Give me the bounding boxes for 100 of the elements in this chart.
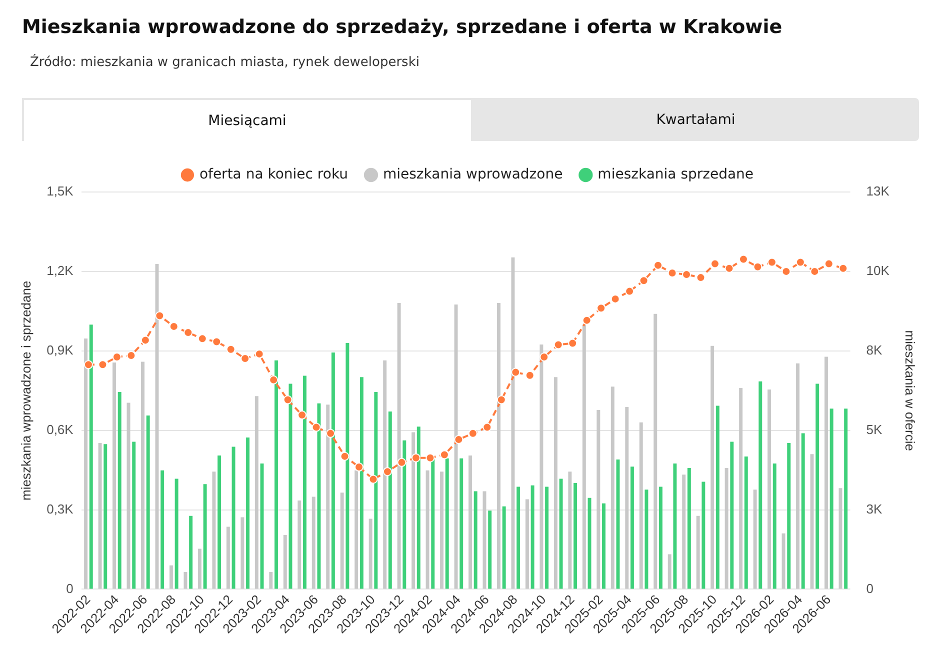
point <box>312 422 321 432</box>
point <box>525 370 534 380</box>
bar <box>226 526 230 589</box>
point <box>654 260 663 270</box>
bar <box>801 433 805 589</box>
bar <box>772 463 776 589</box>
bar <box>184 572 188 589</box>
bar <box>426 470 430 589</box>
bar <box>502 506 506 589</box>
bar <box>169 565 173 589</box>
text: Miesiącami <box>22 98 472 141</box>
chart-title: Mieszkania wprowadzone do sprzedaży, sprzedane i oferta w Krakowie <box>22 16 782 38</box>
bar <box>596 410 600 589</box>
bar <box>397 302 401 589</box>
point <box>411 453 420 462</box>
bar <box>796 363 800 589</box>
bar <box>146 416 150 589</box>
bar <box>824 356 828 589</box>
bar <box>218 456 222 589</box>
bar <box>374 392 378 589</box>
point <box>568 338 578 348</box>
point <box>426 453 435 462</box>
bar <box>283 534 287 589</box>
point <box>298 410 307 420</box>
bar <box>702 482 706 589</box>
point <box>753 262 762 272</box>
bar <box>118 392 122 589</box>
bar <box>739 388 743 589</box>
point <box>468 428 478 438</box>
bar <box>568 472 572 589</box>
bar <box>112 362 116 589</box>
bar <box>654 314 658 589</box>
bar <box>782 533 786 589</box>
point <box>140 336 150 345</box>
bar <box>758 381 762 589</box>
point <box>796 258 805 267</box>
y2-tick-label: 10K <box>866 263 890 278</box>
bar <box>431 458 435 589</box>
bar <box>269 572 273 589</box>
text: Kwartałami <box>655 110 736 130</box>
point <box>554 340 563 350</box>
point <box>198 334 207 344</box>
y2-tick-label: 0 <box>866 580 874 596</box>
bar <box>240 517 244 589</box>
point <box>625 286 634 296</box>
bar <box>545 486 549 589</box>
point <box>824 259 834 268</box>
bar <box>673 463 677 589</box>
bar <box>602 503 606 589</box>
bar <box>326 404 330 589</box>
point <box>511 368 520 377</box>
bar <box>730 442 734 589</box>
bar <box>488 510 492 589</box>
point <box>326 428 336 438</box>
bar <box>141 362 144 589</box>
point <box>126 350 136 360</box>
bar <box>582 324 586 589</box>
bar <box>89 324 93 589</box>
point <box>482 422 492 432</box>
bar <box>744 456 748 589</box>
y2-tick-label: 5K <box>866 422 882 437</box>
bar <box>440 472 444 589</box>
bar <box>625 407 629 589</box>
bar <box>511 257 515 589</box>
point <box>84 360 93 370</box>
point <box>340 452 350 461</box>
bar <box>525 499 529 589</box>
bar <box>383 360 387 589</box>
bar <box>174 478 178 589</box>
bar <box>753 490 757 589</box>
point <box>397 458 406 467</box>
bar <box>212 472 216 589</box>
bar <box>232 446 236 589</box>
y-tick-label: 0,3K <box>46 501 74 516</box>
bar <box>474 491 478 589</box>
bar <box>445 458 449 589</box>
point <box>212 337 222 346</box>
bar <box>724 468 728 589</box>
bar <box>246 437 250 589</box>
y-axis-title: mieszkania wprowadzone i sprzedane <box>18 280 34 500</box>
bar <box>340 492 344 589</box>
bar <box>388 412 392 589</box>
point <box>724 264 734 273</box>
bar <box>540 344 544 589</box>
bar <box>132 442 136 589</box>
bar <box>317 403 321 589</box>
point <box>440 450 449 460</box>
point <box>454 435 464 444</box>
point <box>582 316 592 325</box>
bar <box>554 377 558 589</box>
legend-label: oferta na koniec roku <box>199 166 348 183</box>
bar <box>574 483 578 589</box>
chart-subtitle: Źródło: mieszkania w granicach miasta, rynek deweloperski <box>30 55 420 70</box>
point <box>368 474 378 484</box>
legend-label: mieszkania wprowadzone <box>383 166 563 183</box>
y2-axis-title: mieszkania w ofercie <box>902 330 918 451</box>
bar <box>331 352 335 589</box>
bar <box>516 486 520 589</box>
point <box>596 304 606 313</box>
bar <box>844 408 848 589</box>
